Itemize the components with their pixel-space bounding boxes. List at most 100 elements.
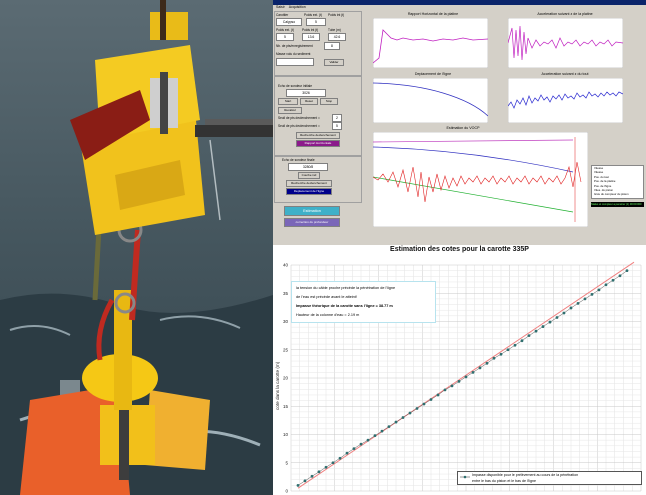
trigger-group [274,76,362,156]
plot4-area [507,77,624,124]
nb-pts-field[interactable]: 8 [324,42,340,50]
data-point [380,429,384,433]
carottier-label: Carottier [276,13,289,17]
annotation-line: de l'eau est précède avant le atteint! [296,295,357,299]
control-panel: Carottier Calypso Poids ext. (t) 5 Poids… [274,11,362,244]
carottier-select[interactable]: Calypso [276,18,302,26]
data-point [492,356,496,360]
plot1-title: Rapport Horizontal de la platine [407,12,459,16]
poids-field-2[interactable]: 5 [276,33,294,41]
plot2-title: Acceleration suivant z de la platine [537,12,593,16]
data-point [499,352,503,356]
nb-pts-label: Nb. de pts/enregistrement [276,44,313,48]
data-point [541,325,545,328]
chart-legend: Impasse disponible pour le prélèvement a… [457,471,642,485]
start-button[interactable]: Start [278,98,298,105]
seuil2-field[interactable]: 5 [332,122,342,130]
data-point [555,316,559,319]
reference-line [297,261,635,489]
y-tick-label: 35 [283,291,289,296]
data-point [611,278,615,282]
carottier-group [274,11,362,76]
poids-int-label: Poids int (t) [328,13,345,17]
data-point [443,388,447,392]
legend-entry: Pos. de la platine [594,179,616,184]
data-point [450,384,454,388]
stop-button[interactable]: Stop [320,98,338,105]
estimation-button[interactable]: Estimation [284,206,340,216]
poids-ext-field[interactable]: 5 [306,18,326,26]
seuil1-field[interactable]: 2 [332,114,342,122]
annotation-line: Impasse théorique de la carotte sans l'l… [296,304,393,308]
echo2-label: Echo de sondeur finale [282,158,315,162]
valider-button[interactable]: Valider [324,59,344,66]
plot3-title: Deplacement de l'ligne [414,72,452,76]
data-point [562,311,566,315]
data-point [366,438,370,442]
data-point [485,361,489,365]
masse-label: Masse volu du sediment [276,52,311,56]
echo-label: Echo de sondeur initiale [278,84,313,88]
plot3-area [372,77,489,124]
menu-bar: Saisir Acquisition [273,5,646,10]
menu-saisir[interactable]: Saisir [276,5,285,9]
data-point [527,334,531,338]
data-point [408,411,412,415]
data-point [317,470,321,474]
data-point [345,451,349,455]
data-point [359,442,363,446]
chart-title: Estimation des cotes pour la carotte 335… [390,246,529,253]
masse-field[interactable] [276,58,314,66]
data-point [436,393,440,397]
legend-line: Impasse disponible pour le prélèvement a… [472,473,579,477]
data-point [415,407,419,410]
y-axis-label: cote dans la carotte (m) [275,361,280,410]
recalcul-button[interactable]: Recalcul [278,107,302,114]
final-group [274,156,362,203]
echo2-field[interactable]: 3280/8 [288,163,328,171]
data-point [471,370,475,374]
plot2-area [507,17,624,69]
annotation-line: Hauteur de la colonne d'eau = 2.19 m [296,313,360,317]
courbe-button[interactable]: Courbe ind [298,172,320,179]
y-tick-label: 20 [283,376,289,381]
legend-swatch [460,475,470,479]
data-point [429,398,433,401]
data-point [478,366,482,370]
legend-entry: Pos. du tout [594,174,609,179]
legend-entry: Vitesse [594,170,604,175]
recherche2-button[interactable]: Recherche declenchement [286,180,332,187]
y-tick-label: 30 [283,319,289,324]
y-tick-label: 40 [283,263,289,268]
seuil1-label: Seuil de pts declenchement = [278,116,320,120]
echo-field[interactable]: 3026 [286,89,326,97]
reset-button[interactable]: Reset [300,98,318,105]
legend-entry: Grav du compteur du piston [594,192,629,197]
data-point [422,402,426,406]
tube-field[interactable]: 42.6 [328,33,346,41]
seuil2-label: Seuil de pts declenchement = [278,124,320,128]
corer-photo [0,0,273,495]
data-point [583,297,587,301]
correction-button[interactable]: correction du profondeur [284,218,340,227]
plot1-area [372,17,489,69]
poids-int-field[interactable]: 13.6 [302,33,320,41]
deplacement-button[interactable]: Deplacement de l'ligne [286,188,332,195]
plot4-title: Acceleration suivant z du tout [541,72,589,76]
data-point [520,339,524,343]
plot5-title: Estimation du VOCP [446,126,480,130]
rapport-button[interactable]: Rapport Horizontale [296,140,340,147]
data-point [324,465,328,469]
menu-acquisition[interactable]: Acquisition [288,5,306,9]
data-point [331,461,335,465]
data-point [590,292,594,296]
data-point [310,474,314,478]
tube-label: Tube (m) [328,28,341,32]
recherche-button[interactable]: Recherche declenchement [296,132,340,139]
data-point [394,420,398,424]
estimation-chart: Estimation des cotes pour la carotte 335… [273,245,646,495]
data-point [569,306,573,310]
legend-entry: Pos. de l'ligne [594,183,612,188]
data-point [513,343,517,347]
acquisition-software-window: Saisir Acquisition Carottier Calypso Poi… [273,0,646,245]
